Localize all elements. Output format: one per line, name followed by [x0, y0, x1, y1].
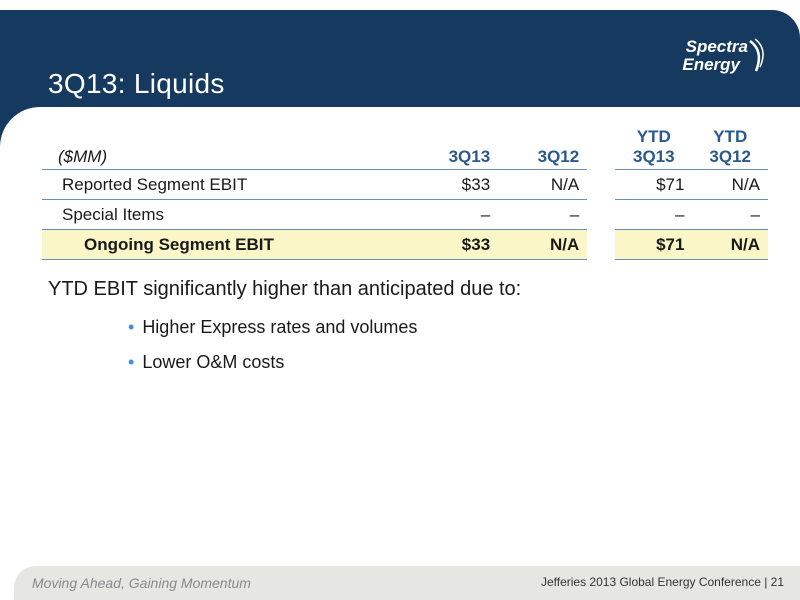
col-header: YTD 3Q12 — [692, 120, 768, 170]
unit-label: ($MM) — [42, 120, 410, 170]
cell-value: $33 — [409, 229, 499, 260]
cell-value: – — [692, 199, 768, 230]
table-total-row: Ongoing Segment EBIT $33 N/A $71 N/A — [42, 229, 768, 260]
ebit-table: ($MM) 3Q13 3Q12 YTD 3Q13 YTD 3Q12 Reported… — [42, 120, 768, 260]
footer-bar: Moving Ahead, Gaining Momentum Jefferies… — [14, 566, 800, 600]
list-item: • Lower O&M costs — [128, 352, 285, 372]
table-row: Reported Segment EBIT $33 N/A $71 N/A — [42, 169, 768, 200]
col-header: YTD 3Q13 — [615, 120, 693, 170]
row-label: Special Items — [42, 199, 410, 230]
row-label: Reported Segment EBIT — [42, 169, 410, 200]
cell-value: $71 — [615, 229, 693, 260]
header-curve — [0, 107, 40, 147]
list-item: • Higher Express rates and volumes — [128, 317, 418, 337]
cell-value: N/A — [498, 229, 588, 260]
cell-value: N/A — [498, 169, 588, 200]
spectra-energy-logo: Spectra Energy — [676, 37, 766, 81]
logo-line-1: Spectra — [685, 37, 748, 56]
cell-value: $33 — [409, 169, 499, 200]
bullet-dot-icon: • — [128, 352, 135, 372]
cell-value: – — [498, 199, 588, 230]
cell-value: – — [615, 199, 693, 230]
header-bar — [0, 10, 800, 107]
slide-title: 3Q13: Liquids — [48, 68, 225, 99]
footer-tagline: Moving Ahead, Gaining Momentum — [32, 575, 251, 591]
col-header: 3Q13 — [409, 120, 499, 170]
logo-swoosh-icon — [749, 38, 764, 72]
col-header: 3Q12 — [498, 120, 588, 170]
cell-value: $71 — [615, 169, 693, 200]
row-label: Ongoing Segment EBIT — [42, 229, 410, 260]
logo-line-2: Energy — [682, 55, 740, 74]
bullet-dot-icon: • — [128, 317, 135, 337]
bullet-list: • Higher Express rates and volumes • Lower… — [128, 315, 417, 385]
table-row: Special Items – – – – — [42, 199, 768, 230]
lead-text: YTD EBIT significantly higher than antic… — [48, 278, 522, 300]
cell-value: N/A — [692, 229, 768, 260]
cell-value: N/A — [692, 169, 768, 200]
table-header-row: ($MM) 3Q13 3Q12 YTD 3Q13 YTD 3Q12 — [42, 120, 768, 170]
footer-conference: Jefferies 2013 Global Energy Conference … — [540, 575, 784, 589]
cell-value: – — [409, 199, 499, 230]
